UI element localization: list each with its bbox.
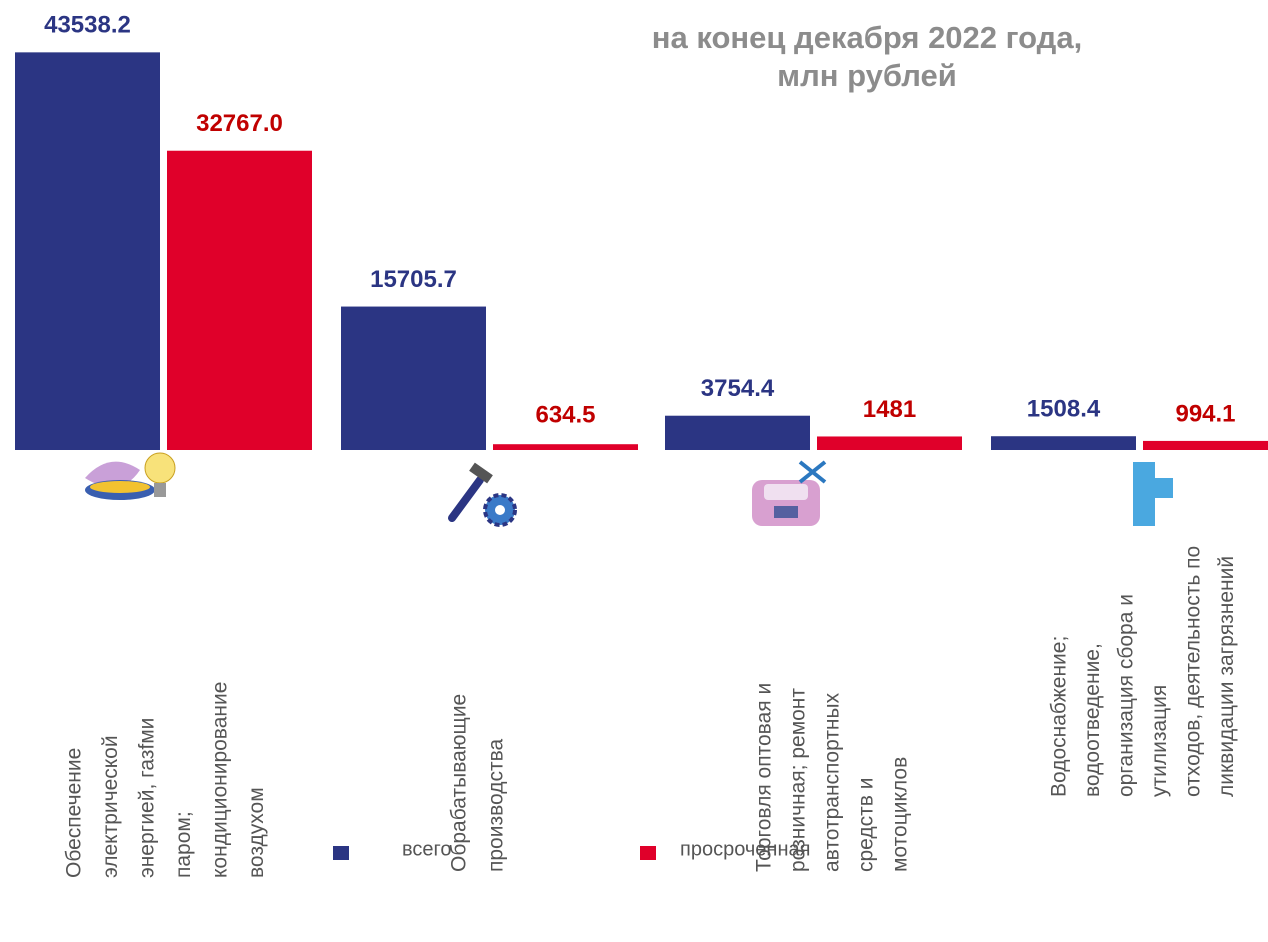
x-tick-label: розничная; ремонт: [787, 688, 810, 872]
value-label: 1508.4: [1027, 396, 1101, 423]
title: на конец декабря 2022 года, млн рублей: [652, 20, 1082, 93]
chart-title: млн рублей: [777, 58, 957, 93]
value-label: 15705.7: [370, 266, 457, 293]
value-label: 994.1: [1175, 400, 1235, 427]
x-tick-label: воздухом: [245, 787, 268, 878]
value-label: 634.5: [535, 401, 595, 428]
x-tick-label: средств и: [855, 778, 878, 873]
x-tick-label: производства: [485, 738, 508, 872]
icon-energy: [85, 452, 176, 500]
x-tick-label: Обрабатывающие: [448, 694, 471, 872]
legend: всего просроченная: [333, 838, 810, 860]
value-label: 1481: [863, 396, 916, 423]
x-tick-label: организация сбора и: [1115, 594, 1138, 797]
legend-label: всего: [402, 838, 452, 860]
x-tick-label: автотранспортных: [821, 692, 844, 872]
bar: [167, 150, 312, 450]
x-tick-label: электрической: [99, 735, 122, 878]
bar: [493, 444, 638, 450]
x-tick-label: паром;: [172, 811, 195, 878]
x-tick-label: ликвидации загрязнений: [1215, 556, 1238, 797]
icon-water: [1133, 462, 1173, 526]
x-tick-label: мотоциклов: [889, 757, 912, 872]
x-tick-label: отходов, деятельность по: [1182, 546, 1205, 797]
bar: [1143, 440, 1268, 450]
bar: [991, 436, 1136, 450]
value-label: 32767.0: [196, 110, 283, 137]
value-label: 3754.4: [701, 375, 775, 402]
x-tick-label: утилизация: [1148, 685, 1171, 797]
value-label: 43538.2: [44, 12, 131, 39]
bar: [665, 415, 810, 450]
x-tick-label: Торговля оптовая и: [753, 683, 776, 872]
legend-swatch: [333, 846, 349, 860]
icon-manufacturing: [448, 462, 517, 527]
legend-swatch: [640, 846, 656, 860]
x-tick-label: Обеспечение: [63, 748, 86, 878]
x-tick-label: энергией, газfми: [136, 718, 159, 878]
x-tick-label: кондиционирование: [209, 682, 232, 878]
chart-title: на конец декабря 2022 года,: [652, 20, 1082, 55]
bar: [341, 306, 486, 450]
x-tick-label: Водоснабжение;: [1048, 636, 1071, 797]
x-tick-label: водоотведение,: [1081, 643, 1104, 797]
icon-trade: [752, 460, 827, 526]
bar: [15, 52, 160, 450]
legend-label: просроченная: [680, 838, 810, 860]
bar: [817, 436, 962, 450]
